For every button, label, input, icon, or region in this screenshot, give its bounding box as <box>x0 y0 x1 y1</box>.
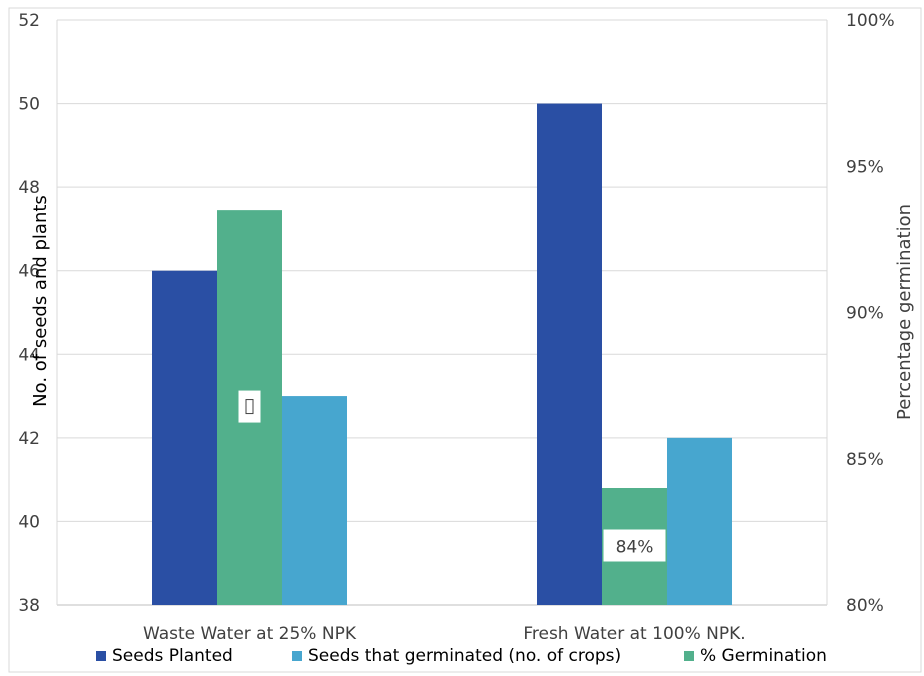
y2-tick-label: 95% <box>846 157 884 177</box>
legend-swatch <box>96 651 106 661</box>
legend-label: Seeds Planted <box>112 646 233 666</box>
y-axis-title: No. of seeds and plants <box>30 195 51 407</box>
x-category-label: Waste Water at 25% NPK <box>143 624 357 644</box>
bar-seeds-that-germinated-no-of-crops <box>282 396 347 605</box>
y2-tick-label: 100% <box>846 11 895 31</box>
data-label-box <box>603 529 666 562</box>
y2-tick-label: 80% <box>846 596 884 616</box>
legend-swatch <box>684 651 694 661</box>
bar-seeds-that-germinated-no-of-crops <box>667 437 732 605</box>
bar-seeds-planted <box>152 270 217 605</box>
y2-tick-label: 90% <box>846 304 884 324</box>
data-label: 84% <box>616 538 654 558</box>
y-tick-label: 46 <box>18 262 40 282</box>
y-tick-label: 38 <box>18 596 40 616</box>
y-tick-label: 44 <box>18 345 40 365</box>
bar-seeds-planted <box>537 103 602 606</box>
y-tick-label: 48 <box>18 178 40 198</box>
legend-label: Seeds that germinated (no. of crops) <box>308 646 621 666</box>
legend-label: % Germination <box>700 646 827 666</box>
y2-tick-label: 85% <box>846 450 884 470</box>
y-tick-label: 42 <box>18 429 40 449</box>
y-tick-label: 52 <box>18 11 40 31</box>
data-label-placeholder-glyph <box>245 399 254 415</box>
chart-border <box>8 7 922 673</box>
legend-swatch <box>292 651 302 661</box>
x-category-label: Fresh Water at 100% NPK. <box>523 624 745 644</box>
data-label-box <box>238 390 261 423</box>
y-tick-label: 40 <box>18 512 40 532</box>
y-tick-label: 50 <box>18 95 40 115</box>
y2-axis-title: Percentage germination <box>894 204 915 420</box>
